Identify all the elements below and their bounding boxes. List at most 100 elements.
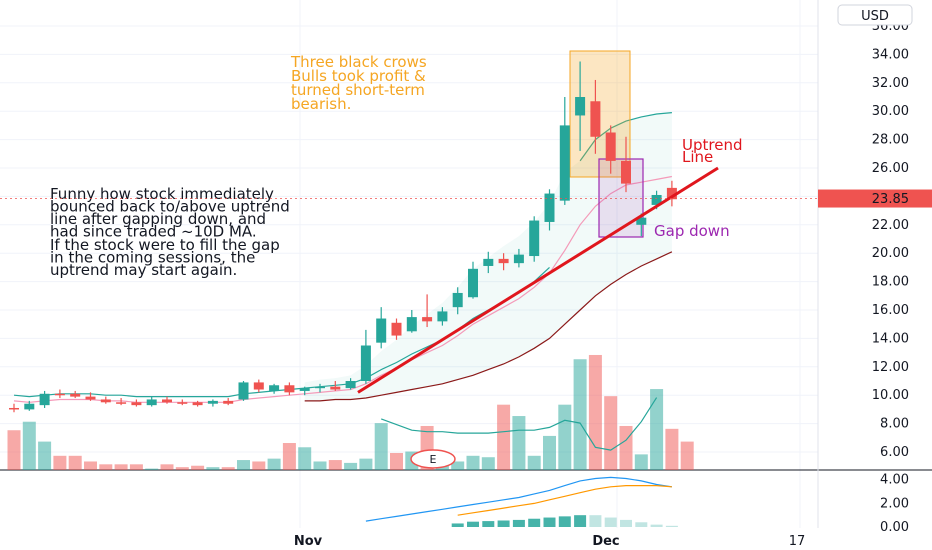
volume-bar xyxy=(206,467,220,470)
volume-bar xyxy=(7,430,21,470)
price-tick-label: 10.00 xyxy=(872,388,909,403)
candle-body xyxy=(284,385,295,393)
volume-bar xyxy=(175,467,189,470)
volume-bar xyxy=(84,461,97,470)
indicator-tick-label: 2.00 xyxy=(880,496,909,511)
price-tick-label: 8.00 xyxy=(880,417,909,432)
indicator-hist-bar xyxy=(512,519,525,527)
volume-bar xyxy=(68,455,82,470)
candle-body xyxy=(483,258,494,266)
price-tick-label: 28.00 xyxy=(872,133,909,148)
candle-body xyxy=(468,268,478,298)
volume-bar xyxy=(359,458,373,470)
candle-body xyxy=(9,407,19,410)
indicator-hist-bar xyxy=(482,521,495,527)
price-tick-label: 16.00 xyxy=(872,303,909,318)
candle-body xyxy=(452,292,463,308)
price-tick-label: 14.00 xyxy=(872,331,909,346)
volume-bar xyxy=(451,461,465,470)
candle-body xyxy=(621,160,631,184)
indicator-panel xyxy=(365,476,678,527)
candle-body xyxy=(85,396,96,400)
volume-bar xyxy=(619,425,633,470)
price-tick-label: 20.00 xyxy=(872,246,909,261)
candle-body xyxy=(559,125,570,201)
indicator-tick-label: 4.00 xyxy=(880,473,909,488)
price-tick-label: 22.00 xyxy=(872,218,909,233)
three-crows-annotation-line: Bulls took profit & xyxy=(291,67,426,85)
volume-bar xyxy=(466,455,480,470)
candle-body xyxy=(406,317,417,332)
volume-bar xyxy=(481,457,495,470)
indicator-hist-bar xyxy=(467,521,479,527)
volume-bar xyxy=(114,464,128,470)
volume-bar xyxy=(650,389,664,470)
candlesticks xyxy=(9,61,677,413)
indicator-hist-bar xyxy=(650,524,663,527)
volume-bar xyxy=(99,464,113,470)
candle-body xyxy=(253,382,264,390)
volume-bar xyxy=(129,464,143,470)
indicator-hist-bar xyxy=(635,522,648,527)
annotation-texts: Three black crows Bulls took profit & turn… xyxy=(0,53,818,469)
fill-gap-annotation-line: If the stock were to fill the gap xyxy=(50,236,280,254)
volume-bar xyxy=(543,435,556,470)
bounce-annotation-line: had since traded ~10D MA. xyxy=(50,223,257,241)
volume-bar xyxy=(38,441,52,470)
volume-bar xyxy=(313,461,327,470)
volume-ma-line xyxy=(380,397,658,451)
indicator-hist-bar xyxy=(604,517,617,527)
volume-bar xyxy=(282,443,296,470)
indicator-hist-bar xyxy=(558,516,571,527)
indicator-hist-bar xyxy=(451,523,464,527)
indicator-tick-label: 0.00 xyxy=(880,520,909,535)
time-label: Nov xyxy=(294,534,323,549)
candle-body xyxy=(666,187,677,200)
candle-body xyxy=(651,194,662,205)
three-crows-annotation: Three black crows Bulls took profit & turn… xyxy=(290,53,427,113)
three-crows-annotation-line: bearish. xyxy=(291,95,351,113)
candle-body xyxy=(529,220,540,257)
volume-bar xyxy=(588,354,602,470)
volume-bar xyxy=(573,359,587,470)
uptrend-annotation-line: Line xyxy=(682,148,713,166)
candle-body xyxy=(513,254,524,264)
time-axis[interactable]: Nov Dec 17 xyxy=(294,534,805,549)
volume-bar xyxy=(252,461,266,470)
bollinger-band-area xyxy=(304,112,672,401)
volume-bar xyxy=(680,441,694,470)
volume-bar xyxy=(527,455,541,470)
candle-body xyxy=(636,217,647,225)
candle-body xyxy=(146,399,157,406)
last-price-label: 23.85 xyxy=(872,192,909,207)
candle-body xyxy=(100,399,111,403)
candle-body xyxy=(422,317,433,322)
band-fill xyxy=(304,112,672,401)
time-label: Dec xyxy=(592,534,619,549)
volume-bar xyxy=(191,465,205,470)
three-crows-annotation-line: turned short-term xyxy=(291,81,425,99)
volume-bar xyxy=(145,468,159,470)
candle-body xyxy=(345,381,356,389)
currency-label: USD xyxy=(861,9,889,24)
volume-bar xyxy=(374,423,388,470)
volume-bar xyxy=(298,447,312,470)
indicator-line-1 xyxy=(365,476,672,522)
price-axis[interactable]: 36.0034.0032.0030.0028.0026.0024.0022.00… xyxy=(818,4,932,535)
candle-body xyxy=(315,386,325,389)
candle-body xyxy=(162,399,172,403)
candle-body xyxy=(391,322,402,336)
volume-bar xyxy=(634,454,648,470)
volume-bar xyxy=(665,428,679,470)
price-tick-label: 12.00 xyxy=(872,360,909,375)
indicator-hist-bar xyxy=(620,519,632,527)
candle-body xyxy=(575,97,586,116)
indicator-hist-bar xyxy=(665,525,678,527)
price-tick-label: 30.00 xyxy=(872,104,909,119)
candle-body xyxy=(70,393,81,397)
candle-body xyxy=(437,311,448,322)
volume-bar xyxy=(512,416,526,470)
ma-long-line xyxy=(304,251,673,402)
candle-body xyxy=(131,402,142,406)
